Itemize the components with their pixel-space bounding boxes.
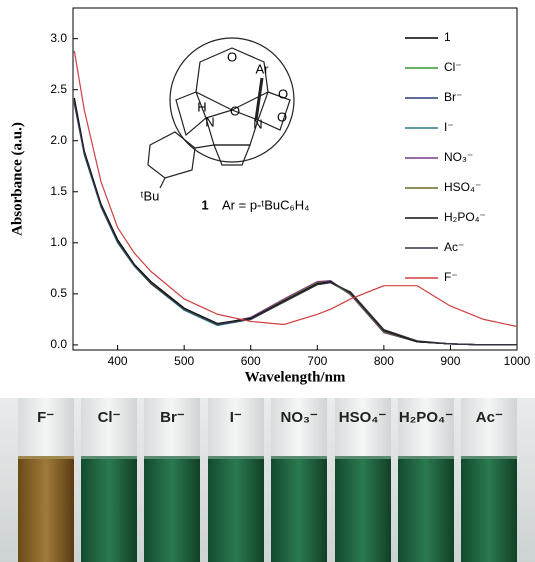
vial-label: Br⁻ xyxy=(160,409,185,426)
annotation: O xyxy=(227,49,237,64)
vial-label: F⁻ xyxy=(37,409,55,426)
annotation: Ar xyxy=(256,61,270,76)
vial-solution xyxy=(271,456,328,562)
y-tick-label: 1.5 xyxy=(50,184,67,198)
vial: Ac⁻ xyxy=(461,398,518,562)
spectrum-line xyxy=(73,50,518,328)
y-tick-label: 2.0 xyxy=(50,133,67,147)
y-tick-label: 0.5 xyxy=(50,286,67,300)
vial-label: HSO₄⁻ xyxy=(338,409,387,426)
chart: Absorbance (a.u.) Wavelength/nm O Ar O H… xyxy=(9,7,531,385)
x-tick-label: 800 xyxy=(374,354,394,368)
vial-label: Ac⁻ xyxy=(475,409,503,426)
vial-label: Cl⁻ xyxy=(97,409,121,426)
legend-label: NO₃⁻ xyxy=(444,150,473,164)
y-tick-label: 2.5 xyxy=(50,82,67,96)
legend-label: Br⁻ xyxy=(444,90,462,104)
vial-label: H₂PO₄⁻ xyxy=(398,409,454,426)
annotation: ᵗBu xyxy=(141,188,160,203)
vial: I⁻ xyxy=(207,398,264,562)
x-axis-label: Wavelength/nm xyxy=(245,369,346,385)
legend-label: F⁻ xyxy=(444,270,458,284)
legend-label: 1 xyxy=(444,30,451,44)
plot-frame xyxy=(72,7,518,351)
annotation: N xyxy=(253,116,262,131)
x-tick-label: 700 xyxy=(307,354,327,368)
x-tick-label: 500 xyxy=(174,354,194,368)
legend-label: H₂PO₄⁻ xyxy=(444,210,486,224)
x-tick-label: 1000 xyxy=(504,354,531,368)
annotation: N xyxy=(205,114,214,129)
vial-solution xyxy=(334,456,391,562)
legend-label: Cl⁻ xyxy=(444,60,462,74)
spectrum-line xyxy=(73,103,517,346)
vial-solution xyxy=(17,456,74,562)
legend-label: I⁻ xyxy=(444,120,454,134)
spectrum-line xyxy=(73,102,517,346)
x-tick-label: 900 xyxy=(440,354,460,368)
vial-solution xyxy=(144,456,201,562)
vial: NO₃⁻ xyxy=(271,398,328,562)
vial: F⁻ xyxy=(17,398,74,562)
molecule xyxy=(147,37,295,189)
vial-label: I⁻ xyxy=(229,409,242,426)
annotation: Ar = p-ᵗBuC₆H₄ xyxy=(222,197,309,212)
vial-solution xyxy=(397,456,454,562)
x-tick-label: 600 xyxy=(241,354,261,368)
vial: H₂PO₄⁻ xyxy=(397,398,454,562)
y-tick-label: 1.0 xyxy=(50,235,67,249)
legend-label: Ac⁻ xyxy=(444,240,464,254)
annotation: O xyxy=(277,109,287,124)
vial-solution xyxy=(81,456,138,562)
vial-label: NO₃⁻ xyxy=(280,409,318,426)
vial-solution xyxy=(461,456,518,562)
annotation: O xyxy=(230,103,240,118)
annotation: 1 xyxy=(201,197,208,212)
y-axis-label: Absorbance (a.u.) xyxy=(9,122,25,236)
y-tick-label: 3.0 xyxy=(50,31,67,45)
vial: HSO₄⁻ xyxy=(334,398,391,562)
annotation: H xyxy=(197,99,206,114)
spectrum-line xyxy=(73,98,517,346)
legend-label: HSO₄⁻ xyxy=(444,180,481,194)
y-tick-label: 0.0 xyxy=(50,337,67,351)
vial-photo: F⁻ Cl⁻ Br⁻ I⁻ NO₃⁻ HSO₄⁻ H₂PO₄⁻ Ac⁻ xyxy=(0,398,535,562)
vial: Cl⁻ xyxy=(81,398,138,562)
vial-solution xyxy=(207,456,264,562)
vial: Br⁻ xyxy=(144,398,201,562)
annotation: O xyxy=(278,86,288,101)
x-tick-label: 400 xyxy=(108,354,128,368)
